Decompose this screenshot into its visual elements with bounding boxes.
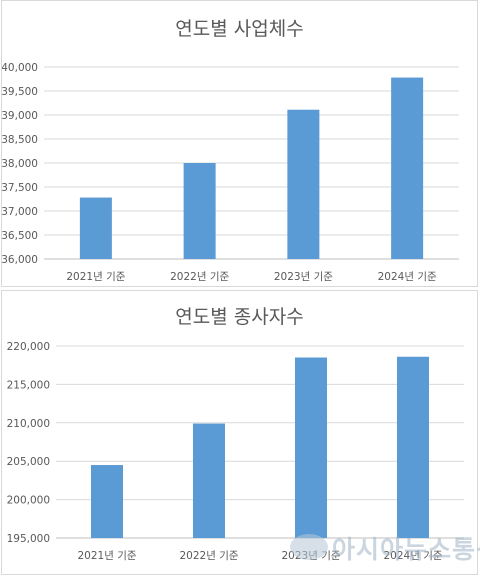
x-tick-label: 2024년 기준 xyxy=(383,550,442,562)
y-tick-label: 37,000 xyxy=(2,206,38,218)
bar xyxy=(295,357,327,538)
bar xyxy=(287,109,320,259)
chart-panel-businesses: 연도별 사업체수 36,000 36,500 37,000 37,500 38,000 38… xyxy=(1,0,478,287)
y-tick-label: 40,000 xyxy=(2,62,38,74)
y-tick-label: 220,000 xyxy=(7,341,50,353)
y-tick-label: 210,000 xyxy=(7,418,50,430)
x-tick-label: 2022년 기준 xyxy=(170,271,229,283)
bar xyxy=(91,465,123,538)
y-tick-label: 38,500 xyxy=(2,134,38,146)
x-tick-label: 2021년 기준 xyxy=(77,550,136,562)
y-tick-label: 36,000 xyxy=(2,254,38,266)
bar xyxy=(79,197,112,259)
y-tick-label: 205,000 xyxy=(7,456,50,468)
bar xyxy=(397,356,429,538)
y-tick-label: 215,000 xyxy=(7,379,50,391)
watermark-text: 아시아뉴스통신 xyxy=(332,535,480,564)
y-tick-label: 39,500 xyxy=(2,86,38,98)
y-tick-label: 37,500 xyxy=(2,182,38,194)
chart-title: 연도별 종사자수 xyxy=(175,306,303,328)
y-tick-label: 39,000 xyxy=(2,110,38,122)
y-tick-label: 200,000 xyxy=(7,495,50,507)
y-tick-label: 195,000 xyxy=(7,533,50,545)
watermark-logo: 아시아뉴스통신 xyxy=(288,528,480,568)
x-tick-label: 2024년 기준 xyxy=(378,271,437,283)
x-tick-label: 2022년 기준 xyxy=(179,550,238,562)
y-tick-label: 36,500 xyxy=(2,230,38,242)
chart-businesses: 연도별 사업체수 36,000 36,500 37,000 37,500 38,000 38… xyxy=(1,18,459,283)
x-tick-label: 2021년 기준 xyxy=(66,271,125,283)
x-tick-label: 2023년 기준 xyxy=(274,271,333,283)
chart-panel-employees: 연도별 종사자수 195,000 200,000 205,000 210,000 215,… xyxy=(1,290,478,575)
bar xyxy=(193,423,225,538)
y-tick-label: 38,000 xyxy=(2,158,38,170)
chart-title: 연도별 사업체수 xyxy=(175,18,303,40)
watermark-seal-icon xyxy=(290,534,328,560)
chart-employees: 연도별 종사자수 195,000 200,000 205,000 210,000 215,… xyxy=(7,306,464,562)
bar xyxy=(183,163,216,259)
bar xyxy=(391,77,424,259)
